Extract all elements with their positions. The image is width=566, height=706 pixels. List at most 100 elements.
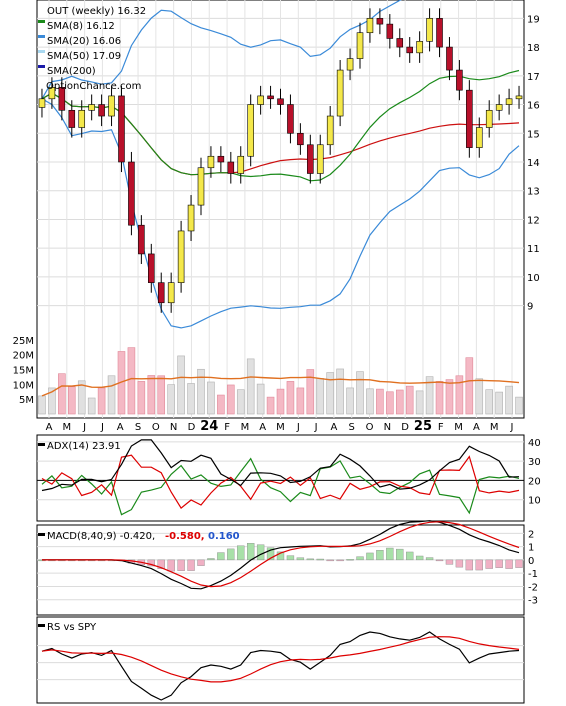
signal-value: 0.160	[208, 531, 240, 542]
price-y-tick: 12	[527, 215, 540, 226]
macd-histogram-bar	[366, 552, 374, 561]
plus-di-line	[41, 457, 520, 516]
candle-body	[207, 155, 215, 169]
price-y-ticks: 19 18 17 16 15 14 13 12 11 10 9	[527, 14, 540, 312]
macd-histogram-bar	[217, 552, 225, 561]
macd-histogram-bar	[445, 559, 454, 565]
macd-histogram-bar	[376, 550, 384, 561]
volume-bar	[386, 391, 394, 415]
x-tick: J	[296, 422, 300, 433]
candle-body	[396, 38, 404, 48]
volume-bar	[127, 347, 136, 415]
x-tick: M	[276, 422, 285, 433]
volume-y-tick: 15M	[13, 366, 34, 377]
macd-legend-swatch	[38, 533, 45, 536]
volume-bar	[336, 368, 344, 415]
legend-swatch-sma20	[38, 35, 45, 38]
candle-body	[237, 155, 245, 174]
macd-histogram-bar	[247, 543, 255, 561]
macd-histogram-bar	[406, 551, 414, 561]
candle-body	[148, 253, 155, 283]
price-y-tick: 17	[527, 72, 540, 83]
x-tick: J	[314, 422, 318, 433]
macd-histogram-bar	[326, 559, 334, 562]
macd-y-ticks: 2 1 0 -1 -2 -3	[528, 529, 538, 606]
volume-bar	[485, 389, 493, 415]
volume-bar	[465, 357, 474, 415]
legend-swatch-sma200	[38, 65, 45, 68]
volume-bar	[495, 391, 503, 415]
volume-y-tick: 25M	[13, 336, 34, 347]
macd-histogram-bar	[227, 548, 235, 561]
volume-bar	[236, 389, 245, 415]
macd-histogram-bar	[167, 559, 175, 572]
x-tick: 24	[200, 419, 218, 434]
price-marks	[38, 0, 523, 329]
candle-body	[416, 41, 423, 54]
candle-body	[366, 18, 374, 34]
macd-histogram-bar	[455, 559, 464, 568]
x-tick: F	[224, 422, 230, 433]
macd-marks	[38, 520, 523, 590]
rs-grid	[37, 645, 524, 681]
volume-bar	[356, 371, 364, 415]
candle-body	[128, 161, 135, 226]
adx-y-tick: 20	[528, 476, 541, 487]
adx-label: ADX(14) 23.91	[47, 441, 121, 452]
macd-value: -0.580,	[165, 531, 205, 542]
adx-legend-swatch	[38, 443, 45, 446]
volume-bar	[455, 375, 464, 415]
candle-body	[38, 98, 46, 108]
candle-body	[406, 46, 413, 54]
macd-histogram-bar	[157, 559, 165, 569]
macd-histogram-bar	[386, 547, 394, 561]
macd-y-tick: 1	[528, 543, 534, 554]
candle-body	[356, 32, 364, 59]
candle-body	[495, 104, 503, 111]
volume-bar	[187, 383, 195, 415]
volume-bar	[395, 389, 404, 415]
macd-histogram-bar	[296, 557, 305, 561]
candle-body	[376, 18, 384, 25]
volume-bar	[296, 387, 305, 415]
x-tick: D	[188, 422, 196, 433]
volume-y-ticks: 25M 20M 15M 10M 5M	[13, 336, 34, 406]
price-y-tick: 13	[527, 187, 540, 198]
macd-histogram-bar	[485, 559, 493, 569]
macd-y-tick: -2	[528, 582, 538, 593]
candle-body	[118, 95, 125, 163]
x-tick: M	[454, 422, 463, 433]
macd-histogram-bar	[515, 559, 523, 568]
volume-bar	[366, 388, 374, 415]
macd-histogram-bar	[306, 558, 314, 561]
macd-histogram-bar	[336, 559, 344, 562]
adx-panel-frame	[36, 434, 525, 522]
macd-histogram-bar	[256, 544, 265, 561]
volume-sma-line	[41, 376, 520, 397]
x-tick: M	[62, 422, 71, 433]
candle-body	[297, 132, 304, 146]
price-y-tick: 10	[527, 273, 540, 284]
candle-body	[485, 109, 493, 128]
macd-histogram-bar	[396, 548, 404, 561]
macd-y-tick: 0	[528, 556, 534, 567]
chart-title: OUT (weekly) 16.32	[47, 6, 146, 17]
volume-bar	[505, 385, 513, 415]
volume-bar	[157, 375, 166, 415]
x-tick: S	[349, 422, 355, 433]
adx-marks	[41, 439, 520, 516]
candle-body	[217, 155, 225, 163]
macd-histogram-bar	[475, 559, 483, 571]
candle-body	[287, 104, 294, 134]
legend-sma8: SMA(8) 16.12	[47, 21, 115, 32]
volume-bar	[107, 375, 116, 415]
macd-y-tick: -1	[528, 569, 538, 580]
x-tick: N	[384, 422, 391, 433]
macd-histogram-bar	[187, 559, 195, 571]
candle-body	[386, 23, 394, 39]
candle-body	[138, 224, 145, 255]
macd-y-tick: 2	[528, 529, 534, 540]
adx-grid	[37, 441, 524, 501]
price-y-tick: 9	[527, 302, 533, 313]
